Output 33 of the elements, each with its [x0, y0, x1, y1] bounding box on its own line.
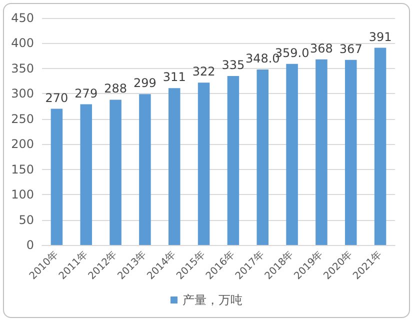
bar — [286, 64, 298, 245]
bar — [256, 69, 269, 245]
y-tick-label: 100 — [11, 188, 34, 202]
bar — [198, 82, 210, 245]
data-label: 288 — [104, 82, 127, 96]
y-tick-label: 350 — [11, 61, 34, 76]
bar — [110, 100, 122, 245]
y-tick-label: 150 — [11, 162, 34, 176]
y-tick-label: 200 — [11, 137, 34, 152]
data-label: 311 — [162, 70, 186, 84]
y-tick-label: 400 — [11, 36, 34, 50]
data-label: 367 — [339, 42, 362, 56]
data-label: 391 — [368, 30, 392, 44]
bar — [344, 60, 357, 245]
data-label: 368 — [310, 41, 333, 56]
y-tick-label: 50 — [18, 212, 34, 227]
legend-label: 产量，万吨 — [182, 293, 242, 307]
bar — [168, 88, 180, 245]
bar — [50, 108, 63, 245]
data-label: 279 — [74, 86, 98, 100]
bar — [316, 59, 328, 245]
data-label: 322 — [192, 64, 216, 79]
y-tick-label: 250 — [11, 112, 34, 126]
data-label: 299 — [134, 76, 156, 90]
data-label: 270 — [45, 90, 68, 105]
bar — [80, 104, 92, 245]
bar — [227, 76, 240, 245]
y-tick-label: 450 — [11, 11, 34, 25]
y-tick-label: 0 — [26, 238, 34, 252]
y-tick-label: 300 — [11, 86, 34, 101]
data-label: 335 — [222, 58, 245, 72]
bar — [374, 48, 386, 245]
bar — [139, 94, 151, 245]
